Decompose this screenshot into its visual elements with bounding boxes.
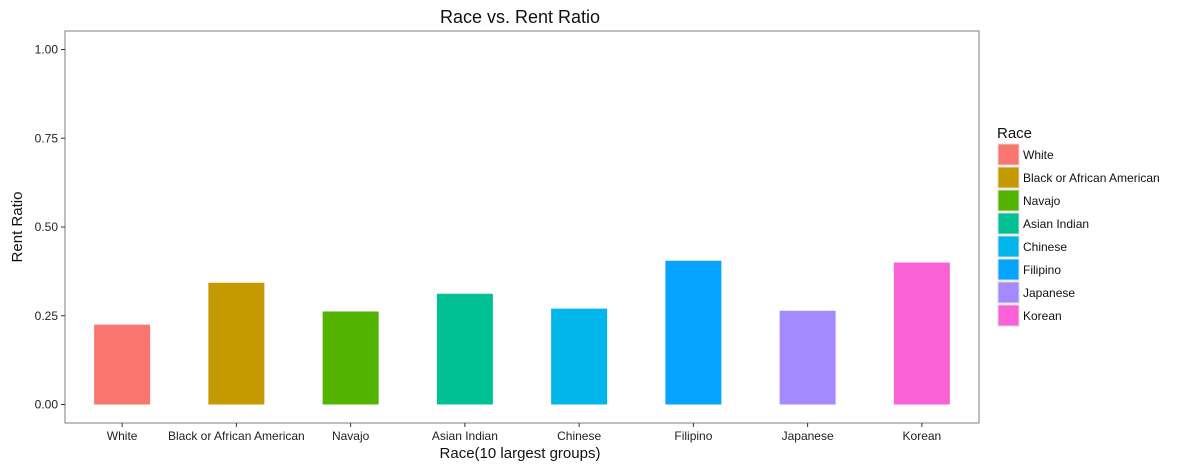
legend-swatch xyxy=(997,212,1020,235)
bar xyxy=(436,293,493,405)
bar xyxy=(893,262,950,405)
chart-title: Race vs. Rent Ratio xyxy=(440,7,600,27)
legend-label: Korean xyxy=(1023,309,1062,323)
bars-group xyxy=(94,260,950,405)
x-tick-label: Navajo xyxy=(332,429,370,443)
x-tick-label: Black or African American xyxy=(168,429,305,443)
legend-swatch xyxy=(997,258,1020,281)
bar xyxy=(779,310,836,405)
y-tick-label: 0.25 xyxy=(35,309,59,323)
x-tick-label: Filipino xyxy=(674,429,712,443)
bar xyxy=(208,282,265,405)
x-tick-label: Japanese xyxy=(782,429,834,443)
legend-swatch xyxy=(997,281,1020,304)
y-axis: 0.00 0.25 0.50 0.75 1.00 xyxy=(35,43,65,412)
legend-label: Chinese xyxy=(1023,240,1067,254)
legend-swatch xyxy=(997,166,1020,189)
bar xyxy=(94,324,151,405)
legend-title: Race xyxy=(997,125,1032,142)
y-tick-label: 0.50 xyxy=(35,220,59,234)
y-tick-label: 0.75 xyxy=(35,131,59,145)
x-tick-label: White xyxy=(107,429,138,443)
y-tick-label: 1.00 xyxy=(35,43,59,57)
legend-swatch xyxy=(997,304,1020,327)
x-tick-label: Chinese xyxy=(557,429,601,443)
legend: Race White Black or African American Navaj… xyxy=(997,125,1160,327)
plot-panel xyxy=(64,30,980,424)
x-tick-label: Asian Indian xyxy=(432,429,498,443)
legend-label: White xyxy=(1023,148,1054,162)
bar xyxy=(665,260,722,405)
bar xyxy=(322,311,379,405)
y-tick-label: 0.00 xyxy=(35,398,59,412)
x-axis: White Black or African American Navajo Asia… xyxy=(107,423,941,443)
bar xyxy=(551,308,608,405)
legend-label: Japanese xyxy=(1023,286,1075,300)
legend-label: Asian Indian xyxy=(1023,217,1089,231)
legend-label: Filipino xyxy=(1023,263,1061,277)
x-tick-label: Korean xyxy=(903,429,942,443)
legend-swatch xyxy=(997,189,1020,212)
y-axis-title: Rent Ratio xyxy=(9,192,26,263)
legend-swatch xyxy=(997,235,1020,258)
x-axis-title: Race(10 largest groups) xyxy=(440,445,601,462)
legend-label: Navajo xyxy=(1023,194,1061,208)
legend-label: Black or African American xyxy=(1023,171,1160,185)
legend-swatch xyxy=(997,143,1020,166)
